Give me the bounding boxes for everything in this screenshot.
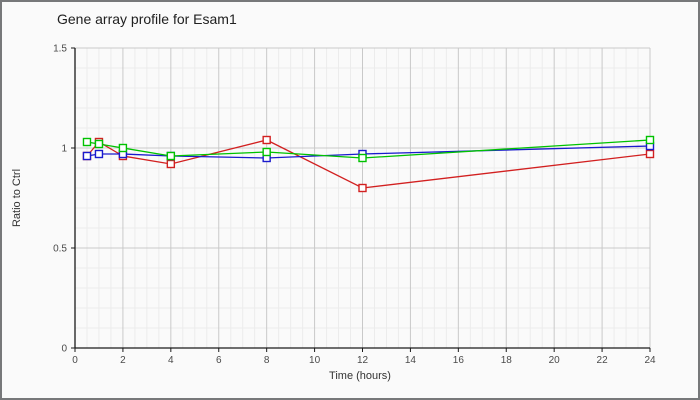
data-point-marker xyxy=(118,143,128,153)
data-point-marker xyxy=(262,135,271,145)
data-point-marker xyxy=(94,149,104,159)
x-tick-labels: 0 2 4 6 8 10 12 14 16 18 20 22 24 xyxy=(72,355,656,366)
x-tick-label: 24 xyxy=(644,355,656,366)
x-tick-label: 20 xyxy=(549,355,561,366)
x-tick-label: 8 xyxy=(264,355,270,366)
data-point-marker xyxy=(358,183,367,193)
y-tick-label: 0 xyxy=(61,344,67,355)
x-tick-label: 10 xyxy=(309,355,321,366)
x-tick-label: 18 xyxy=(501,355,513,366)
data-point-marker xyxy=(645,135,655,145)
y-tick-label: 0.5 xyxy=(53,244,67,255)
axes xyxy=(71,47,651,352)
x-tick-label: 4 xyxy=(168,355,174,366)
x-tick-label: 2 xyxy=(120,355,126,366)
x-tick-label: 14 xyxy=(405,355,417,366)
data-point-marker xyxy=(358,153,367,163)
x-tick-label: 6 xyxy=(216,355,222,366)
data-point-marker xyxy=(94,139,104,149)
x-tick-label: 0 xyxy=(72,355,78,366)
chart-title: Gene array profile for Esam1 xyxy=(57,11,237,27)
data-point-marker xyxy=(166,151,176,161)
data-point-marker xyxy=(82,137,92,147)
data-point-marker xyxy=(82,151,92,161)
x-axis-label: Time (hours) xyxy=(329,370,391,382)
x-tick-label: 22 xyxy=(597,355,609,366)
y-tick-labels: 0 0.5 1 1.5 xyxy=(53,44,67,355)
data-point-marker xyxy=(262,147,271,157)
x-tick-label: 16 xyxy=(453,355,465,366)
data-point-marker xyxy=(166,159,176,169)
series-green xyxy=(82,135,655,163)
major-grid xyxy=(75,47,651,348)
data-point-marker xyxy=(645,149,655,159)
y-tick-label: 1 xyxy=(61,144,67,155)
x-tick-label: 12 xyxy=(357,355,369,366)
y-tick-label: 1.5 xyxy=(53,44,67,55)
y-axis-label: Ratio to Ctrl xyxy=(11,168,23,228)
